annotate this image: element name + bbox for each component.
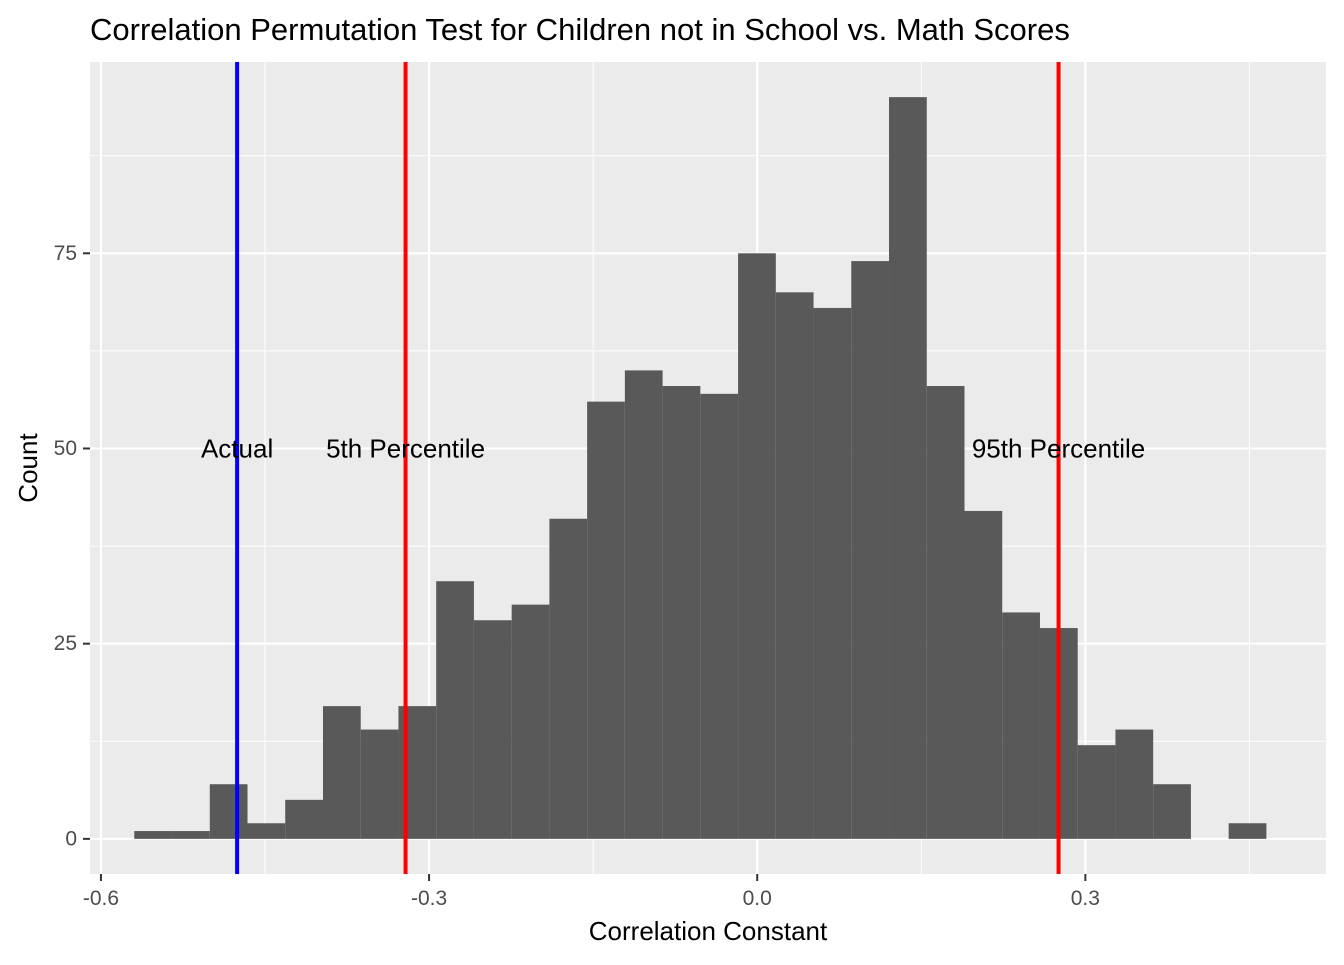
histogram-bars bbox=[134, 97, 1267, 839]
histogram-bar bbox=[285, 799, 323, 839]
reference-lines bbox=[235, 62, 1061, 874]
reference-line-label: Actual bbox=[201, 433, 273, 463]
histogram-bar bbox=[247, 823, 286, 839]
y-tick-label: 0 bbox=[65, 827, 77, 850]
histogram-bar bbox=[662, 386, 701, 839]
histogram-bar bbox=[851, 261, 890, 839]
y-tick-label: 50 bbox=[54, 437, 77, 460]
histogram-bar bbox=[1002, 612, 1040, 839]
histogram-bar bbox=[738, 253, 776, 839]
histogram-bar bbox=[134, 831, 173, 839]
histogram-bar bbox=[624, 370, 663, 839]
histogram-bar bbox=[813, 307, 852, 839]
x-axis-label: Correlation Constant bbox=[589, 916, 828, 946]
y-tick-label: 75 bbox=[54, 242, 77, 265]
histogram-bar bbox=[1077, 745, 1116, 839]
histogram-bar bbox=[549, 518, 588, 839]
histogram-bar bbox=[172, 831, 210, 839]
x-tick-label: 0.0 bbox=[743, 887, 772, 910]
histogram-bar bbox=[587, 401, 625, 839]
histogram-bar bbox=[775, 292, 814, 839]
histogram-bar bbox=[511, 604, 550, 839]
histogram-bar bbox=[322, 706, 361, 839]
y-axis: 0 25 50 75 bbox=[54, 242, 90, 850]
y-tick-label: 25 bbox=[54, 632, 77, 655]
histogram-bar bbox=[1115, 729, 1154, 839]
x-axis: -0.6 -0.3 0.0 0.3 bbox=[83, 874, 1100, 910]
x-tick-label: -0.6 bbox=[83, 887, 119, 910]
reference-line-label: 95th Percentile bbox=[972, 433, 1145, 463]
histogram-bar bbox=[926, 386, 965, 839]
histogram-bar bbox=[360, 729, 399, 839]
histogram-bar bbox=[473, 620, 512, 839]
chart-title: Correlation Permutation Test for Childre… bbox=[90, 12, 1070, 47]
reference-line-label: 5th Percentile bbox=[326, 433, 485, 463]
reference-line-labels: Actual 5th Percentile 95th Percentile bbox=[201, 433, 1145, 463]
histogram-bar bbox=[889, 97, 927, 839]
histogram-bar bbox=[700, 393, 739, 839]
histogram-bar bbox=[1153, 784, 1191, 839]
histogram-bar bbox=[209, 784, 248, 839]
x-tick-label: -0.3 bbox=[411, 887, 447, 910]
histogram-bar bbox=[436, 581, 474, 839]
y-axis-label: Count bbox=[13, 433, 43, 503]
x-tick-label: 0.3 bbox=[1071, 887, 1100, 910]
histogram-bar bbox=[1228, 823, 1267, 839]
histogram-bar bbox=[964, 510, 1003, 839]
